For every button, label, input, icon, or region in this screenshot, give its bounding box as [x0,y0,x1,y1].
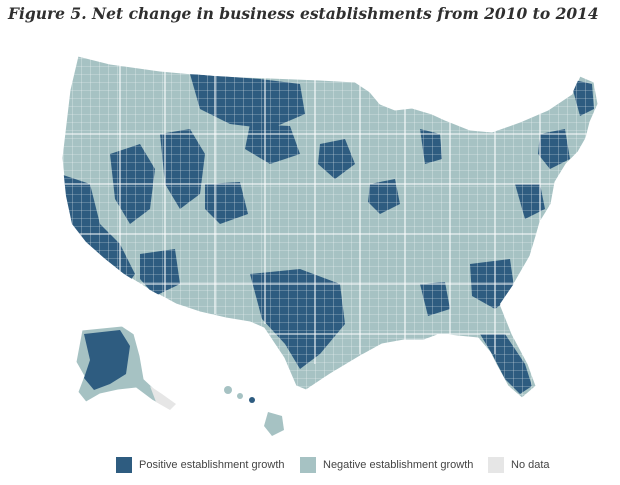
legend-item-no-data: No data [488,457,550,473]
hawaii-island [237,393,243,399]
legend: Positive establishment growth Negative e… [0,454,620,476]
figure-title: Figure 5. Net change in business establi… [8,4,599,23]
legend-item-negative: Negative establishment growth [300,457,473,473]
alaska [75,325,177,411]
legend-swatch-no-data [488,457,504,473]
alaska-positive-region [84,330,130,390]
hawaii-island [249,397,255,403]
legend-label-positive: Positive establishment growth [139,459,285,471]
legend-swatch-positive [116,457,132,473]
legend-label-no-data: No data [511,459,550,471]
legend-label-negative: Negative establishment growth [323,459,474,471]
hawaii [224,386,284,436]
us-county-map [61,55,599,436]
legend-item-positive: Positive establishment growth [116,457,285,473]
state-borders [62,56,598,364]
legend-swatch-negative [300,457,316,473]
hawaii-big-island [264,412,284,436]
hawaii-island [224,386,232,394]
alaska-no-data-region [150,386,176,410]
